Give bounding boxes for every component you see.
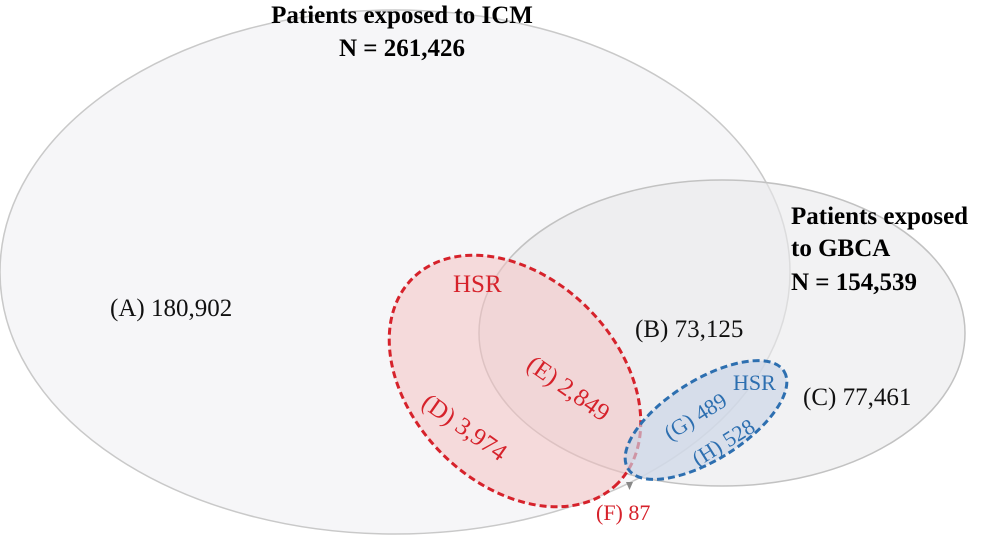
gbca-count: N = 154,539 <box>791 269 917 296</box>
region-b-label: (B) 73,125 <box>635 316 743 343</box>
region-a-label: (A) 180,902 <box>110 295 232 322</box>
hsr-blue-ellipse <box>623 359 789 481</box>
hsr-blue-label: HSR <box>733 370 776 395</box>
region-f-label: (F) 87 <box>596 500 650 525</box>
gbca-title-line2: to GBCA <box>791 235 890 262</box>
region-c-label: (C) 77,461 <box>803 384 911 411</box>
hsr-red-ellipse <box>387 253 643 509</box>
hsr-red-label: HSR <box>453 271 502 298</box>
f-pointer-icon <box>626 482 633 490</box>
icm-title: Patients exposed to ICM <box>271 2 533 29</box>
gbca-title-line1: Patients exposed <box>791 203 968 230</box>
icm-count: N = 261,426 <box>339 35 465 62</box>
